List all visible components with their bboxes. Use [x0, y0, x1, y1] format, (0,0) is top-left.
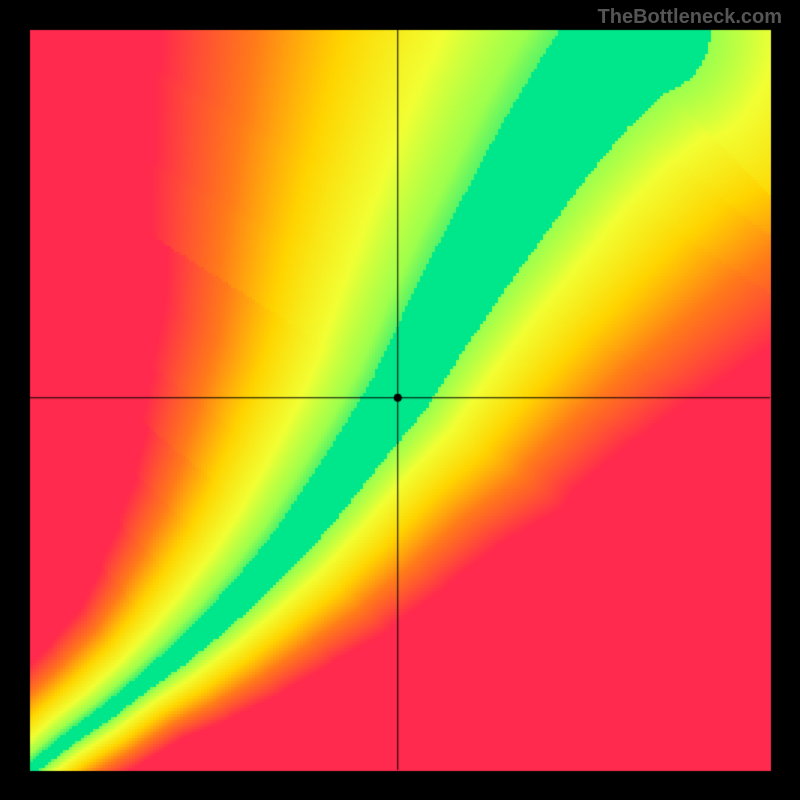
bottleneck-heatmap	[0, 0, 800, 800]
watermark-text: TheBottleneck.com	[598, 6, 782, 29]
